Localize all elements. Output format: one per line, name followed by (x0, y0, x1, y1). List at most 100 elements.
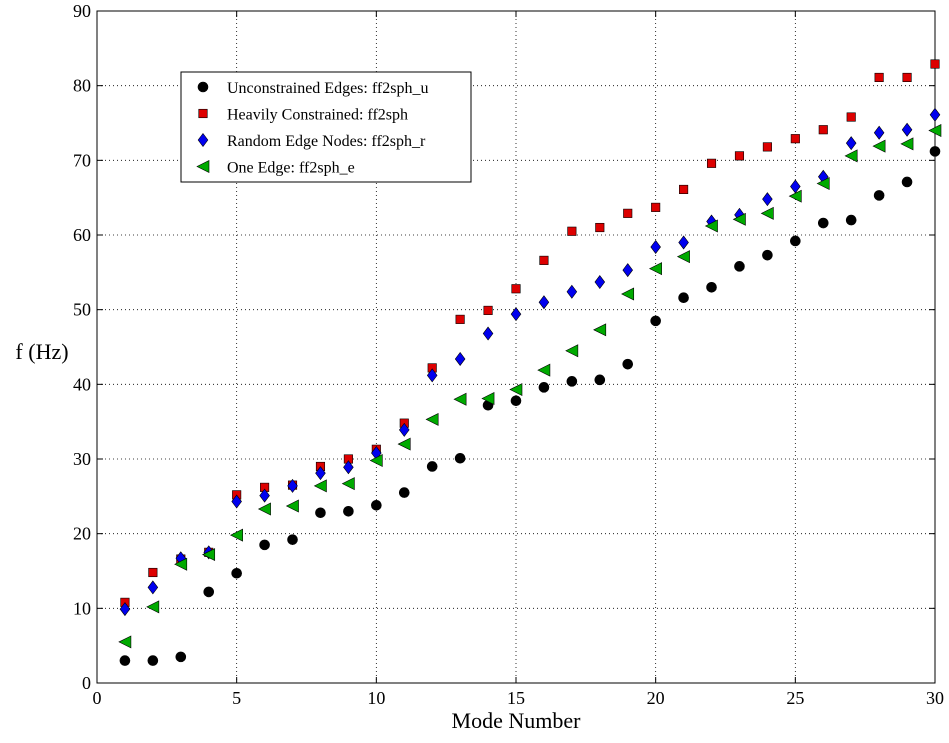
data-point (566, 284, 578, 299)
legend-label: Unconstrained Edges: ff2sph_u (227, 80, 428, 97)
y-tick-label: 10 (73, 598, 91, 618)
x-axis-label: Mode Number (452, 708, 582, 733)
y-tick-label: 50 (73, 300, 91, 320)
data-point (565, 344, 579, 358)
data-point (788, 189, 802, 203)
data-point (287, 478, 298, 493)
data-point (259, 539, 270, 551)
data-point (146, 600, 160, 614)
data-point (119, 602, 131, 617)
data-point (790, 134, 800, 144)
y-tick-label: 30 (73, 449, 91, 469)
data-point (231, 567, 242, 579)
data-point (537, 363, 551, 377)
data-point (901, 176, 913, 188)
data-point (453, 392, 467, 406)
y-tick-label: 80 (73, 76, 91, 96)
y-tick-label: 90 (73, 1, 91, 21)
data-point (483, 305, 493, 315)
data-point (734, 151, 745, 161)
data-point (928, 123, 942, 137)
data-point (229, 528, 243, 542)
data-point (343, 505, 354, 517)
data-point (481, 392, 495, 406)
data-point (313, 479, 327, 493)
data-point (930, 59, 940, 69)
data-point (371, 499, 382, 511)
data-point (454, 452, 466, 464)
y-tick-label: 70 (73, 150, 91, 170)
data-point (454, 351, 466, 366)
data-point (455, 314, 465, 324)
data-point (594, 374, 606, 386)
data-point (929, 107, 941, 122)
data-point (818, 125, 828, 135)
data-point (676, 250, 690, 264)
data-point (174, 557, 188, 571)
data-point (679, 184, 689, 195)
data-point (511, 284, 521, 294)
data-point (538, 382, 550, 393)
data-point (901, 122, 913, 137)
y-tick-label: 0 (82, 673, 91, 693)
data-point (900, 137, 914, 151)
legend-marker (196, 160, 210, 173)
legend-label: Heavily Constrained: ff2sph (227, 107, 408, 124)
y-tick-label: 20 (73, 524, 91, 544)
data-point (732, 212, 746, 226)
data-point (623, 208, 633, 218)
data-point (790, 179, 801, 194)
data-point (650, 315, 661, 327)
legend-label: One Edge: ff2sph_e (227, 160, 355, 177)
data-point (398, 487, 410, 498)
data-point (648, 262, 662, 276)
data-point (118, 635, 132, 649)
data-point (845, 214, 857, 226)
data-point (760, 206, 774, 220)
data-point (509, 383, 523, 397)
data-point (285, 499, 299, 513)
data-point (873, 190, 885, 201)
data-point (622, 263, 633, 278)
data-point (704, 219, 718, 233)
x-tick-label: 20 (647, 688, 665, 708)
data-point (315, 507, 326, 519)
data-point (816, 176, 830, 190)
series-1 (119, 146, 941, 666)
legend-label: Random Edge Nodes: ff2sph_r (227, 133, 426, 150)
x-tick-label: 10 (367, 688, 385, 708)
data-point (425, 412, 439, 426)
data-point (202, 548, 216, 562)
data-point (566, 376, 578, 387)
data-point (678, 292, 689, 304)
data-point (762, 249, 773, 261)
data-point (651, 202, 661, 212)
data-point (231, 494, 242, 509)
data-point (595, 222, 605, 233)
y-axis-label: f (Hz) (15, 339, 68, 364)
legend-marker (197, 81, 209, 93)
data-point (426, 368, 438, 383)
data-point (873, 125, 885, 140)
data-point (706, 281, 717, 293)
x-tick-label: 30 (926, 688, 944, 708)
data-point (426, 461, 438, 472)
data-point (734, 261, 745, 272)
data-point (902, 72, 912, 83)
data-point (341, 477, 355, 491)
legend-marker (197, 133, 209, 147)
data-point (147, 580, 159, 595)
x-tick-label: 15 (507, 688, 525, 708)
data-point (175, 651, 187, 663)
data-point (119, 655, 131, 666)
data-point (846, 112, 856, 122)
data-point (678, 235, 689, 250)
y-tick-label: 40 (73, 374, 91, 394)
data-point (343, 460, 354, 475)
x-tick-label: 25 (786, 688, 804, 708)
data-point (790, 235, 801, 247)
data-point (621, 287, 635, 301)
data-point (538, 295, 550, 310)
